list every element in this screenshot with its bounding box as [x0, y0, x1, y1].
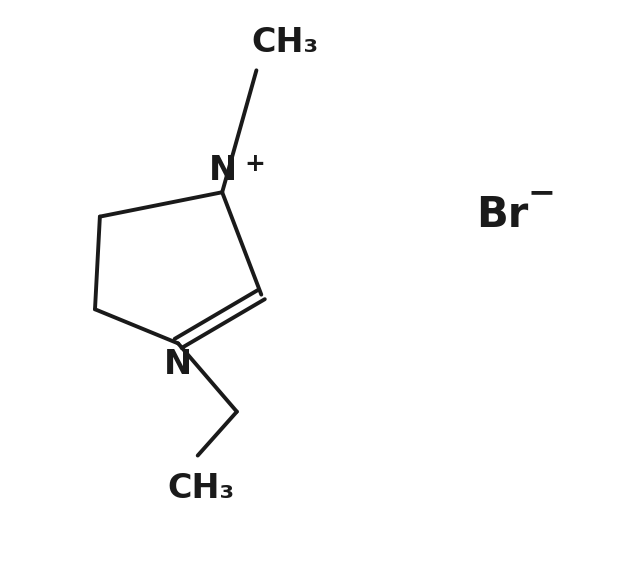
Text: +: +: [244, 152, 265, 176]
Text: CH₃: CH₃: [251, 26, 318, 59]
Text: −: −: [528, 177, 556, 209]
Text: Br: Br: [477, 194, 529, 236]
Text: N: N: [209, 154, 237, 187]
Text: CH₃: CH₃: [167, 472, 234, 505]
Text: N: N: [164, 348, 192, 381]
